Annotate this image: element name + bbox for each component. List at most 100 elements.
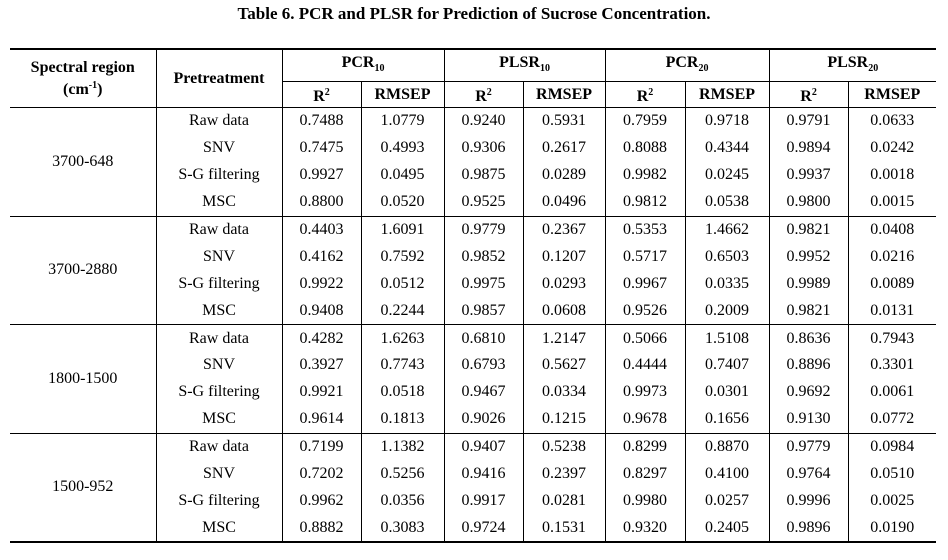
rmsep-value-cell: 0.7592 [360, 243, 445, 271]
metric-r2-header: R2 [443, 81, 524, 108]
r2-value-cell: 0.9724 [443, 514, 524, 544]
rmsep-value-cell: 0.0289 [522, 161, 606, 189]
metric-r: R [313, 87, 325, 105]
rmsep-value-cell: 0.0242 [847, 134, 937, 162]
r2-value-cell: 0.9416 [443, 460, 524, 488]
r2-value-cell: 0.9996 [768, 487, 849, 515]
r2-value-cell: 0.8297 [604, 460, 686, 488]
rmsep-value-cell: 0.0984 [847, 432, 937, 461]
rmsep-value-cell: 0.0089 [847, 270, 937, 298]
rmsep-value-cell: 0.0520 [360, 188, 445, 217]
rmsep-value-cell: 0.0131 [847, 297, 937, 325]
rmsep-value-cell: 0.0408 [847, 215, 937, 244]
r2-value-cell: 0.5066 [604, 324, 686, 353]
rmsep-value-cell: 0.0495 [360, 161, 445, 189]
r2-value-cell: 0.8299 [604, 432, 686, 461]
rmsep-value-cell: 0.0281 [522, 487, 606, 515]
rmsep-value-cell: 0.0018 [847, 161, 937, 189]
metric-exponent: 2 [324, 86, 330, 98]
rmsep-value-cell: 0.2367 [522, 215, 606, 244]
pretreatment-cell: SNV [155, 134, 282, 162]
model-subscript: 10 [539, 62, 550, 74]
spectral-region-label: Spectral region [30, 58, 135, 76]
rmsep-value-cell: 0.0518 [360, 378, 445, 406]
r2-value-cell: 0.4162 [281, 243, 361, 271]
r2-value-cell: 0.9779 [443, 215, 524, 244]
r2-value-cell: 0.9130 [768, 405, 849, 434]
rmsep-value-cell: 0.0334 [522, 378, 606, 406]
r2-value-cell: 0.8882 [281, 514, 361, 544]
model-header-pcr10: PCR10 [281, 48, 445, 82]
rmsep-value-cell: 0.0293 [522, 270, 606, 298]
pretreatment-header: Pretreatment [155, 48, 282, 108]
rmsep-value-cell: 0.2009 [684, 297, 770, 325]
r2-value-cell: 0.8636 [768, 324, 849, 353]
r2-value-cell: 0.6793 [443, 352, 524, 379]
table-row: 3700-2880 Raw data 0.4403 1.6091 0.9779 0.236… [10, 215, 937, 325]
model-header-plsr10: PLSR10 [443, 48, 606, 82]
metric-r2-header: R2 [281, 81, 361, 108]
pretreatment-cell: Raw data [155, 432, 282, 461]
r2-value-cell: 0.4282 [281, 324, 361, 353]
r2-value-cell: 0.5717 [604, 243, 686, 271]
metric-r: R [475, 87, 487, 105]
model-name: PLSR [827, 53, 869, 71]
rmsep-value-cell: 0.2244 [360, 297, 445, 325]
rmsep-value-cell: 0.0356 [360, 487, 445, 515]
rmsep-value-cell: 0.7407 [684, 352, 770, 379]
r2-value-cell: 0.9967 [604, 270, 686, 298]
metric-rmsep-header: RMSEP [522, 81, 606, 108]
rmsep-value-cell: 0.0538 [684, 188, 770, 217]
rmsep-value-cell: 1.4662 [684, 215, 770, 244]
pretreatment-cell: MSC [155, 188, 282, 217]
r2-value-cell: 0.9989 [768, 270, 849, 298]
metric-header-row: R2 RMSEP R2 RMSEP R2 RMSEP R2 RMSEP [10, 81, 937, 108]
r2-value-cell: 0.9525 [443, 188, 524, 217]
pretreatment-cell: SNV [155, 352, 282, 379]
metric-exponent: 2 [811, 86, 817, 98]
rmsep-value-cell: 0.5627 [522, 352, 606, 379]
rmsep-value-cell: 0.5931 [522, 107, 606, 135]
r2-value-cell: 0.9408 [281, 297, 361, 325]
r2-value-cell: 0.9962 [281, 487, 361, 515]
rmsep-value-cell: 0.0015 [847, 188, 937, 217]
table-row: SNV 0.7475 0.4993 0.9306 0.2617 0.8088 0.4344 0… [10, 134, 937, 162]
r2-value-cell: 0.9791 [768, 107, 849, 135]
r2-value-cell: 0.9779 [768, 432, 849, 461]
rmsep-value-cell: 0.0025 [847, 487, 937, 515]
pretreatment-cell: Raw data [155, 215, 282, 244]
r2-value-cell: 0.9614 [281, 405, 361, 434]
rmsep-value-cell: 0.1207 [522, 243, 606, 271]
table-row: MSC 0.8800 0.0520 0.9525 0.0496 0.9812 0.0538 0… [10, 188, 937, 217]
table-row: SNV 0.7202 0.5256 0.9416 0.2397 0.8297 0.4100 0… [10, 460, 937, 488]
rmsep-value-cell: 0.1531 [522, 514, 606, 544]
rmsep-value-cell: 0.5256 [360, 460, 445, 488]
table-row: 1500-952 Raw data 0.7199 1.1382 0.9407 0.5238… [10, 432, 937, 544]
rmsep-value-cell: 0.0257 [684, 487, 770, 515]
pretreatment-cell: S-G filtering [155, 270, 282, 298]
pretreatment-cell: MSC [155, 405, 282, 434]
r2-value-cell: 0.8896 [768, 352, 849, 379]
r2-value-cell: 0.9896 [768, 514, 849, 544]
table-body: 3700-648 Raw data 0.7488 1.0779 0.9240 0.5931… [10, 107, 937, 544]
rmsep-value-cell: 0.1656 [684, 405, 770, 434]
spectral-region-cell: 1500-952 [10, 432, 156, 544]
r2-value-cell: 0.9526 [604, 297, 686, 325]
metric-rmsep-header: RMSEP [684, 81, 770, 108]
rmsep-value-cell: 0.0335 [684, 270, 770, 298]
rmsep-value-cell: 1.5108 [684, 324, 770, 353]
r2-value-cell: 0.9894 [768, 134, 849, 162]
r2-value-cell: 0.7199 [281, 432, 361, 461]
pretreatment-cell: SNV [155, 243, 282, 271]
metric-rmsep-header: RMSEP [847, 81, 937, 108]
rmsep-value-cell: 0.4344 [684, 134, 770, 162]
r2-value-cell: 0.9980 [604, 487, 686, 515]
rmsep-value-cell: 0.3301 [847, 352, 937, 379]
table-row: SNV 0.4162 0.7592 0.9852 0.1207 0.5717 0.6503 0… [10, 243, 937, 271]
r2-value-cell: 0.9467 [443, 378, 524, 406]
r2-value-cell: 0.7475 [281, 134, 361, 162]
r2-value-cell: 0.9320 [604, 514, 686, 544]
r2-value-cell: 0.7959 [604, 107, 686, 135]
metric-exponent: 2 [486, 86, 492, 98]
r2-value-cell: 0.9821 [768, 215, 849, 244]
